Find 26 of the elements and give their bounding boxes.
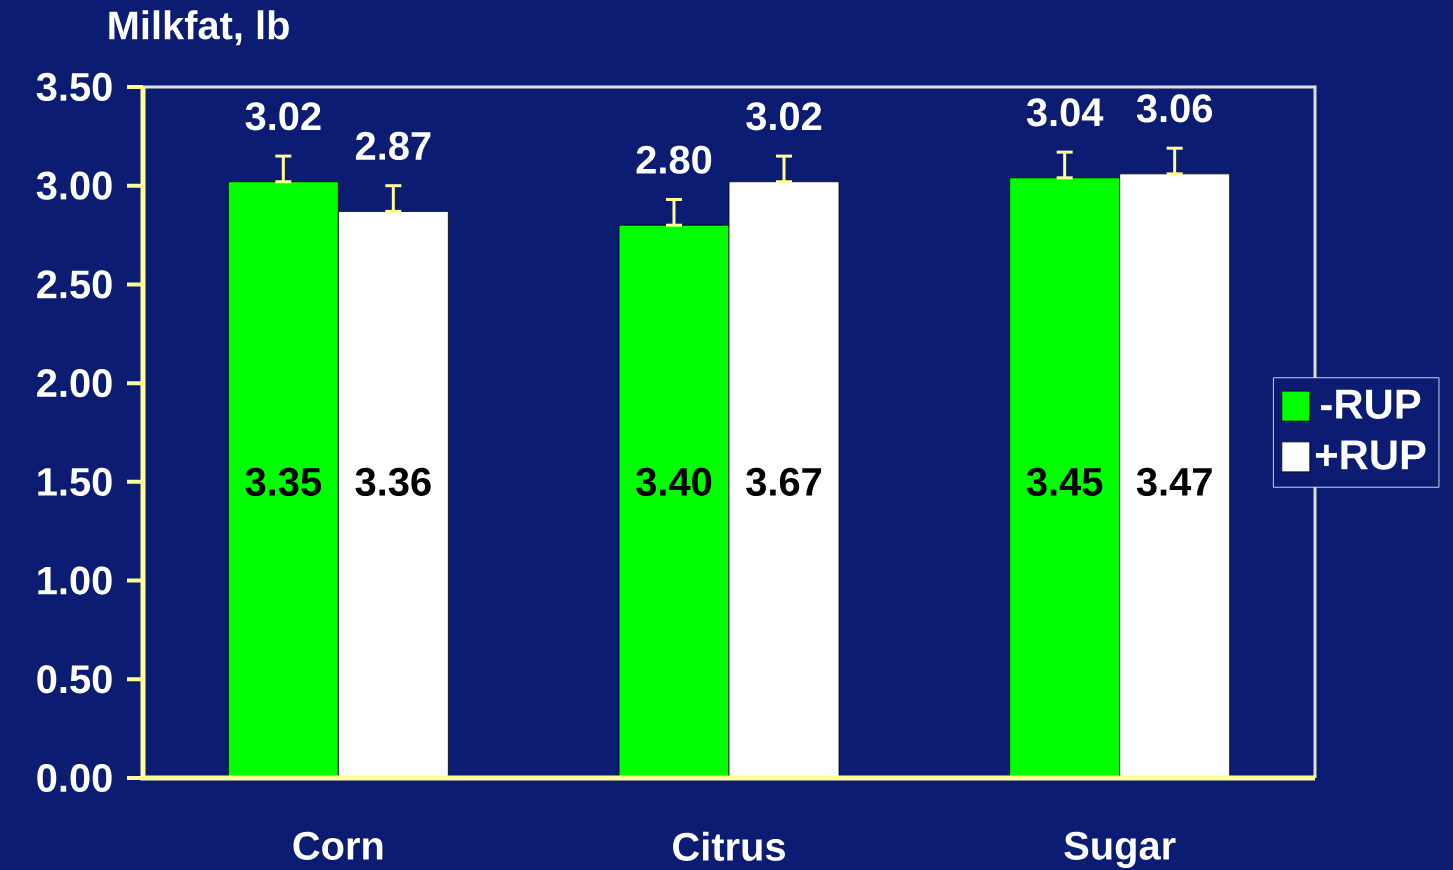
data-label: 3.02: [746, 102, 822, 131]
annotation: 3.45: [1026, 467, 1103, 496]
y-tick-label: 3.50: [36, 72, 112, 102]
y-tick-label: 1.00: [38, 566, 112, 595]
y-tick-label: 1.50: [38, 467, 112, 496]
y-tick-label: 2.00: [37, 369, 112, 398]
x-tick-label: Sugar: [1064, 831, 1176, 868]
legend-label: +RUP: [1315, 440, 1426, 470]
annotation: 3.35: [245, 467, 322, 496]
data-label: 3.06: [1136, 94, 1213, 123]
data-label: 3.04: [1026, 98, 1104, 127]
y-tick-label: 2.50: [37, 270, 112, 299]
annotation: 3.36: [355, 467, 431, 496]
x-tick-label: Corn: [293, 831, 383, 860]
data-label: 2.80: [636, 145, 712, 174]
x-tick-label: Citrus: [673, 831, 785, 861]
annotation: 3.40: [636, 467, 712, 496]
data-label: 2.87: [355, 131, 431, 161]
legend-label: -RUP: [1321, 389, 1421, 419]
y-axis-title: Milkfat, lb: [109, 10, 289, 46]
data-label: 3.02: [245, 102, 321, 131]
y-tick-label: 3.00: [36, 171, 112, 200]
y-tick-label: 0.00: [37, 763, 112, 793]
annotation: 3.47: [1136, 467, 1212, 496]
annotation: 3.67: [746, 467, 822, 496]
y-tick-label: 0.50: [37, 665, 112, 694]
